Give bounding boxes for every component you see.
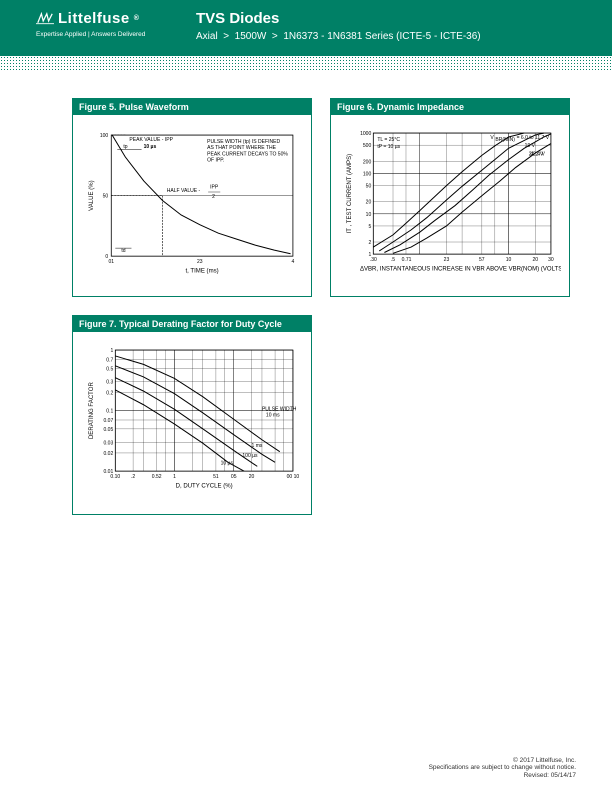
svg-text:500: 500 [363, 143, 372, 149]
svg-text:50: 50 [103, 194, 109, 200]
figure-6-body: 1251020501002005001000.30.50.71235710203… [331, 115, 569, 296]
page-title: TVS Diodes [196, 10, 481, 27]
svg-text:23: 23 [444, 257, 450, 263]
svg-text:0.10: 0.10 [110, 475, 120, 481]
svg-text:1: 1 [110, 349, 113, 355]
figure-7: Figure 7. Typical Derating Factor for Du… [72, 315, 312, 514]
svg-text:V: V [490, 135, 494, 141]
svg-text:ΔVBR, INSTANTANEOUS INCREASE I: ΔVBR, INSTANTANEOUS INCREASE IN VBR ABOV… [360, 266, 561, 272]
svg-text:42.4 V: 42.4 V [530, 151, 545, 157]
svg-text:0.05: 0.05 [103, 427, 113, 433]
svg-text:19 V: 19 V [525, 143, 536, 149]
svg-text:0.03: 0.03 [103, 441, 113, 447]
logo-text: Littelfuse [58, 10, 130, 27]
breadcrumb: Axial > 1500W > 1N6373 - 1N6381 Series (… [196, 31, 481, 42]
page-footer: © 2017 Littelfuse, Inc. Specifications a… [429, 757, 576, 780]
svg-text:100 µs: 100 µs [242, 454, 258, 460]
figure-7-title: Figure 7. Typical Derating Factor for Du… [73, 316, 311, 332]
figure-5-chart: 05010001234PULSE WIDTH (tp) IS DEFINEDAS… [81, 125, 303, 286]
breadcrumb-sep: > [223, 31, 229, 42]
svg-text:10 µs: 10 µs [144, 144, 157, 150]
svg-text:= 6.0 to 11.7 V: = 6.0 to 11.7 V [517, 135, 550, 141]
svg-text:20: 20 [366, 200, 372, 206]
svg-text:0.5: 0.5 [106, 367, 113, 373]
svg-text:IPP: IPP [210, 184, 219, 190]
breadcrumb-part: 1500W [235, 31, 267, 42]
figure-5-title: Figure 5. Pulse Waveform [73, 99, 311, 115]
svg-text:BR(MIN): BR(MIN) [495, 137, 515, 143]
svg-text:51: 51 [213, 475, 219, 481]
footer-disclaimer: Specifications are subject to change wit… [429, 764, 576, 772]
svg-text:0.2: 0.2 [106, 391, 113, 397]
svg-text:TL = 25°C: TL = 25°C [377, 137, 400, 143]
footer-revised: Revised: 05/14/17 [429, 772, 576, 780]
svg-text:200: 200 [363, 159, 372, 165]
svg-text:D, DUTY CYCLE (%): D, DUTY CYCLE (%) [176, 484, 233, 490]
breadcrumb-sep: > [272, 31, 278, 42]
svg-text:.5: .5 [391, 257, 395, 263]
logo-icon [36, 12, 54, 26]
svg-text:100: 100 [100, 133, 109, 139]
svg-text:0.02: 0.02 [103, 451, 113, 457]
page-header: Littelfuse® Expertise Applied | Answers … [0, 0, 612, 56]
figure-5-body: 05010001234PULSE WIDTH (tp) IS DEFINEDAS… [73, 115, 311, 296]
svg-text:05: 05 [231, 475, 237, 481]
brand-logo: Littelfuse® [36, 10, 186, 27]
breadcrumb-part: 1N6373 - 1N6381 Series (ICTE-5 - ICTE-36… [283, 31, 480, 42]
svg-text:tP = 10 µs: tP = 10 µs [377, 144, 400, 150]
svg-text:HALF VALUE -: HALF VALUE - [167, 188, 201, 194]
dotted-band [0, 56, 612, 70]
svg-text:OF IPP.: OF IPP. [207, 157, 224, 163]
footer-copyright: © 2017 Littelfuse, Inc. [429, 757, 576, 765]
svg-text:0.3: 0.3 [106, 380, 113, 386]
svg-text:td: td [121, 248, 125, 254]
svg-text:01: 01 [108, 259, 114, 265]
figure-6-title: Figure 6. Dynamic Impedance [331, 99, 569, 115]
svg-text:tp: tp [123, 144, 127, 150]
svg-text:1: 1 [173, 475, 176, 481]
figure-5: Figure 5. Pulse Waveform 05010001234PULS… [72, 98, 312, 297]
svg-text:2: 2 [212, 194, 215, 200]
svg-text:1000: 1000 [360, 131, 371, 137]
svg-text:57: 57 [479, 257, 485, 263]
svg-text:DERATING FACTOR: DERATING FACTOR [89, 382, 95, 440]
svg-text:.2: .2 [131, 475, 135, 481]
figure-7-chart: 0.010.020.030.050.070.10.20.30.50.710.10… [81, 342, 303, 503]
svg-text:10 ms: 10 ms [266, 413, 280, 419]
svg-text:10 µs: 10 µs [221, 461, 234, 467]
svg-text:5: 5 [368, 224, 371, 230]
svg-text:0.07: 0.07 [103, 418, 113, 424]
figure-6: Figure 6. Dynamic Impedance 125102050100… [330, 98, 570, 297]
svg-text:00 10: 00 10 [287, 475, 300, 481]
svg-text:t, TIME (ms): t, TIME (ms) [186, 268, 219, 274]
title-block: TVS Diodes Axial > 1500W > 1N6373 - 1N63… [196, 8, 481, 42]
svg-text:0.7: 0.7 [106, 358, 113, 364]
brand-tagline: Expertise Applied | Answers Delivered [36, 31, 186, 38]
svg-text:PEAK VALUE - IPP: PEAK VALUE - IPP [129, 137, 173, 143]
logo-block: Littelfuse® Expertise Applied | Answers … [36, 8, 186, 38]
svg-text:IT , TEST CURRENT (AMPS): IT , TEST CURRENT (AMPS) [347, 154, 353, 234]
content-area: Figure 5. Pulse Waveform 05010001234PULS… [0, 70, 612, 515]
figure-7-body: 0.010.020.030.050.070.10.20.30.50.710.10… [73, 332, 311, 513]
svg-text:10: 10 [506, 257, 512, 263]
svg-text:23: 23 [197, 259, 203, 265]
svg-text:2: 2 [368, 240, 371, 246]
svg-text:50: 50 [366, 184, 372, 190]
svg-text:0.52: 0.52 [152, 475, 162, 481]
svg-text:100: 100 [363, 171, 372, 177]
svg-text:VALUE (%): VALUE (%) [89, 180, 95, 210]
svg-text:20: 20 [249, 475, 255, 481]
svg-text:20: 20 [532, 257, 538, 263]
figure-6-chart: 1251020501002005001000.30.50.71235710203… [339, 125, 561, 286]
svg-text:.30: .30 [370, 257, 377, 263]
svg-text:0.1: 0.1 [106, 409, 113, 415]
svg-text:4: 4 [292, 259, 295, 265]
svg-text:10: 10 [366, 212, 372, 218]
svg-text:0.71: 0.71 [402, 257, 412, 263]
breadcrumb-part: Axial [196, 31, 218, 42]
svg-text:30: 30 [548, 257, 554, 263]
svg-text:1 ms: 1 ms [252, 444, 263, 450]
